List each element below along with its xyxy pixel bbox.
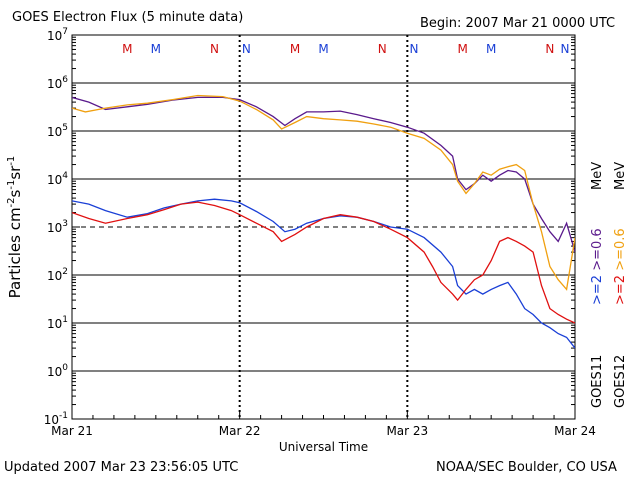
series-line-2 (72, 198, 575, 349)
y-tick-label: 103 (47, 219, 68, 235)
chart-title: GOES Electron Flux (5 minute data) (12, 10, 244, 25)
marker-m: M (486, 42, 496, 56)
y-tick-label: 105 (47, 123, 68, 139)
series-line-3 (72, 201, 575, 324)
source-credit: NOAA/SEC Boulder, CO USA (436, 460, 617, 475)
y-axis-label: Particles cm-2s-1sr-1 (6, 156, 24, 299)
legend-goes11-channels: >=2 >=0.6 (590, 228, 605, 305)
marker-n: N (545, 42, 554, 56)
legend-goes12-channels: >=2 >=0.6 (613, 228, 628, 305)
legend-goes11: GOES11 (590, 355, 605, 408)
x-tick-label: Mar 21 (51, 424, 93, 438)
marker-n: N (378, 42, 387, 56)
series-line-1 (72, 94, 575, 291)
legend-unit: MeV (590, 162, 605, 190)
y-tick-label: 100 (47, 363, 68, 379)
series-line-0 (72, 96, 575, 253)
marker-m: M (318, 42, 328, 56)
x-tick-label: Mar 24 (554, 424, 596, 438)
marker-m: M (290, 42, 300, 56)
legend-goes12: GOES12 (613, 355, 628, 408)
marker-n: N (242, 42, 251, 56)
y-tick-label: 106 (47, 75, 68, 91)
marker-m: M (457, 42, 467, 56)
x-tick-label: Mar 22 (219, 424, 261, 438)
legend-unit: MeV (613, 162, 628, 190)
x-axis-label: Universal Time (279, 440, 368, 454)
marker-n: N (410, 42, 419, 56)
y-tick-label: 102 (47, 267, 68, 283)
marker-n: N (560, 42, 569, 56)
marker-m: M (122, 42, 132, 56)
marker-m: M (151, 42, 161, 56)
y-tick-label: 107 (47, 27, 68, 43)
y-tick-label: 104 (47, 171, 68, 187)
begin-time-label: Begin: 2007 Mar 21 0000 UTC (420, 16, 616, 31)
x-tick-label: Mar 23 (386, 424, 428, 438)
marker-n: N (210, 42, 219, 56)
updated-timestamp: Updated 2007 Mar 23 23:56:05 UTC (4, 460, 239, 475)
y-tick-label: 10-1 (44, 411, 68, 427)
y-tick-label: 101 (47, 315, 68, 331)
